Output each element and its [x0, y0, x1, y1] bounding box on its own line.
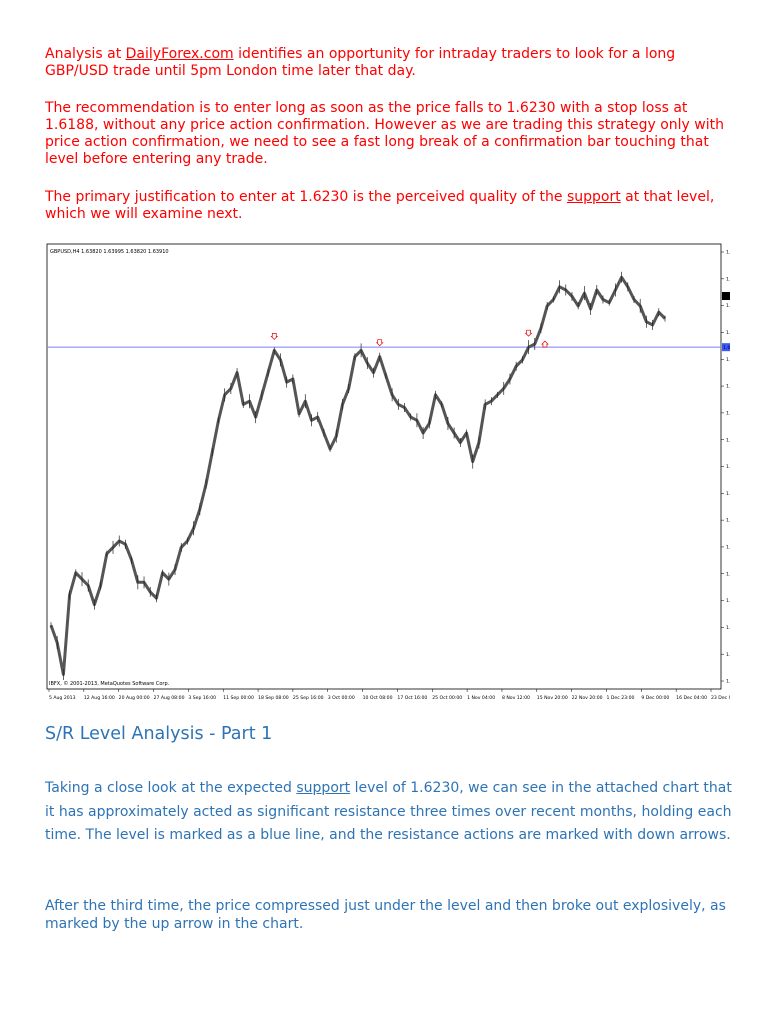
support-level: 1.62300 1.63910 [47, 292, 730, 352]
recommendation-paragraph: The recommendation is to enter long as s… [45, 100, 724, 167]
y-tick-label: 1.65295 [726, 250, 730, 256]
level-price-label: 1.62300 [723, 345, 730, 351]
y-tick-label: 1.52620 [726, 652, 730, 658]
x-tick-label: 3 Oct 00:00 [328, 695, 355, 701]
x-tick-label: 25 Oct 00:00 [432, 695, 462, 701]
y-tick-label: 1.57695 [726, 491, 730, 497]
intro-text-before: Analysis at [45, 46, 126, 62]
section-heading: S/R Level Analysis - Part 1 [45, 724, 273, 744]
x-tick-label: 12 Aug 16:00 [84, 695, 115, 701]
breakout-paragraph: After the third time, the price compress… [45, 898, 726, 932]
x-axis: 5 Aug 2013 12 Aug 16:00 20 Aug 00:00 27 Aug… [48, 689, 730, 701]
intro-paragraph: Analysis at DailyForex.com identifies an… [45, 46, 735, 80]
x-tick-label: 27 Aug 08:00 [154, 695, 185, 701]
y-tick-label: 1.62745 [726, 330, 730, 336]
y-tick-label: 1.56845 [726, 518, 730, 524]
justification-text-before: The primary justification to enter at 1.… [45, 189, 567, 205]
justification-paragraph: The primary justification to enter at 1.… [45, 189, 735, 223]
analysis-paragraph: Taking a close look at the expected supp… [45, 777, 735, 848]
breakout-up-arrow [541, 340, 549, 348]
support-link-2[interactable]: support [296, 780, 351, 796]
x-tick-label: 22 Nov 20:00 [572, 695, 603, 701]
resistance-down-arrow [524, 329, 533, 337]
intro-text-after: identifies an opportunity for intraday t… [45, 46, 676, 79]
arrow-markers [270, 329, 549, 348]
chart-frame [46, 243, 722, 690]
chart-title: GBPUSD,H4 1.63820 1.63995 1.63820 1.6391… [50, 249, 169, 255]
x-tick-label: 5 Aug 2013 [49, 695, 76, 701]
y-tick-label: 1.58545 [726, 464, 730, 470]
x-tick-label: 25 Sep 16:00 [293, 695, 324, 701]
analysis-text-after: level of 1.6230, we can see in the attac… [45, 780, 732, 843]
justification-text-after: at that level, which we will examine nex… [45, 189, 715, 222]
x-tick-label: 1 Dec 23:00 [606, 695, 634, 701]
support-link[interactable]: support [566, 189, 621, 205]
y-axis: 1.65295 1.64445 1.63595 1.62745 1.61920 1.610… [721, 250, 730, 685]
x-tick-label: 11 Sep 00:00 [223, 695, 254, 701]
x-tick-label: 16 Dec 04:00 [676, 695, 707, 701]
x-tick-label: 10 Oct 08:00 [363, 695, 393, 701]
price-chart: GBPUSD,H4 1.63820 1.63995 1.63820 1.6391… [46, 243, 730, 701]
resistance-down-arrow [375, 339, 384, 347]
x-tick-label: 15 Nov 20:00 [537, 695, 568, 701]
y-tick-label: 1.55170 [726, 571, 730, 577]
x-tick-label: 20 Aug 00:00 [119, 695, 150, 701]
x-tick-label: 8 Nov 12:00 [502, 695, 530, 701]
y-tick-label: 1.54320 [726, 598, 730, 604]
current-price-label: 1.63910 [723, 294, 730, 300]
y-tick-label: 1.63595 [726, 303, 730, 309]
chart-copyright: IBFX, © 2001-2013, MetaQuotes Software C… [49, 680, 170, 687]
y-tick-label: 1.51795 [726, 679, 730, 685]
y-tick-label: 1.64445 [726, 276, 730, 282]
dailyforex-link[interactable]: DailyForex.com [125, 46, 234, 62]
x-tick-label: 23 Dec 08:00 [711, 695, 730, 701]
y-tick-label: 1.61920 [726, 357, 730, 363]
y-tick-label: 1.55995 [726, 545, 730, 551]
level-price-box [722, 343, 730, 352]
price-line [49, 275, 667, 676]
resistance-down-arrow [270, 333, 279, 340]
current-price-box [722, 292, 730, 301]
price-series [49, 271, 667, 680]
analysis-text-before: Taking a close look at the expected [45, 780, 297, 796]
y-tick-label: 1.60220 [726, 410, 730, 416]
x-tick-label: 9 Dec 00:00 [641, 695, 669, 701]
x-tick-label: 1 Nov 04:00 [467, 695, 495, 701]
y-tick-label: 1.59370 [726, 437, 730, 443]
y-tick-label: 1.53470 [726, 625, 730, 631]
x-tick-label: 3 Sep 16:00 [188, 695, 216, 701]
x-tick-label: 18 Sep 08:00 [258, 695, 289, 701]
x-tick-label: 17 Oct 16:00 [397, 695, 427, 701]
y-tick-label: 1.61070 [726, 384, 730, 390]
